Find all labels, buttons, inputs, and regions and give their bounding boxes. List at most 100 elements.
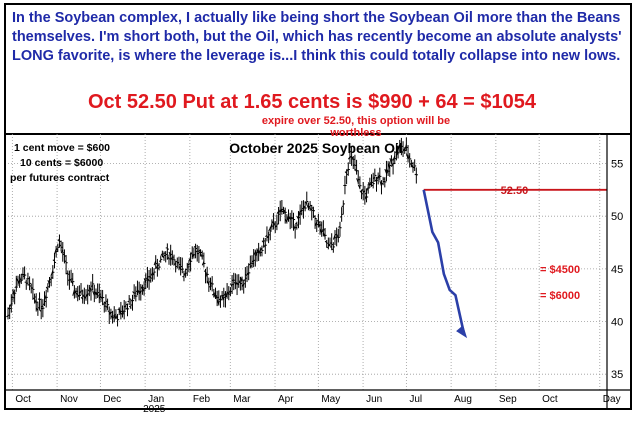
price-bar-open	[47, 280, 50, 285]
price-bar	[206, 277, 211, 292]
price-bar-open	[313, 215, 316, 218]
price-bar	[79, 283, 83, 295]
price-bar-open	[29, 285, 32, 287]
price-bar-open	[321, 229, 324, 232]
price-bar	[391, 158, 395, 175]
y-tick-label-4: 55	[611, 158, 623, 170]
price-bar	[74, 287, 78, 298]
price-bar-open	[148, 275, 152, 279]
price-bar	[75, 286, 80, 302]
price-bar-open	[107, 310, 110, 313]
price-bar-open	[37, 298, 40, 301]
price-bar-open	[64, 260, 67, 263]
price-bar	[354, 159, 359, 175]
price-bar-open	[253, 251, 256, 256]
price-bar	[341, 200, 345, 215]
price-bar-open	[241, 283, 245, 288]
price-bar	[377, 167, 382, 181]
price-bar	[21, 267, 25, 280]
price-bar	[339, 207, 344, 222]
price-bar	[27, 276, 32, 291]
price-bar-open	[401, 150, 404, 154]
price-bar-open	[281, 208, 284, 211]
x-tick-label-4: Feb	[193, 394, 211, 405]
price-bar-open	[276, 211, 279, 215]
price-bar	[64, 254, 68, 275]
price-bar	[205, 266, 209, 284]
price-bar	[143, 273, 148, 290]
price-bar-open	[278, 209, 281, 214]
strike-label: 52.50	[501, 185, 529, 197]
price-bar-open	[410, 164, 414, 169]
price-bar	[35, 301, 40, 316]
price-bar-open	[31, 287, 34, 290]
price-bar	[70, 272, 75, 287]
chart-frame: In the Soybean complex, I actually like …	[4, 3, 632, 410]
price-bar-open	[132, 291, 135, 294]
price-bar	[265, 226, 269, 242]
price-bar-open	[236, 282, 240, 285]
price-bar-open	[190, 251, 193, 255]
price-bar	[246, 263, 251, 281]
price-bar-open	[72, 289, 75, 296]
price-bar-open	[376, 176, 379, 180]
price-bar-open	[409, 163, 412, 165]
price-bar	[268, 226, 272, 241]
price-bar-open	[187, 263, 190, 266]
price-bar-open	[396, 151, 399, 156]
price-bar	[372, 168, 377, 182]
price-bar-open	[44, 295, 47, 300]
price-bar-open	[102, 303, 105, 306]
price-bar-open	[59, 244, 62, 247]
price-bar-open	[65, 272, 68, 275]
price-bar-open	[304, 201, 308, 205]
price-bar	[379, 180, 384, 195]
chart-title: October 2025 Soybean Oil	[229, 140, 403, 156]
price-bar	[188, 253, 193, 272]
price-bar-open	[332, 234, 336, 240]
price-bar	[383, 177, 387, 188]
price-bar	[381, 176, 385, 186]
price-bar	[291, 212, 296, 231]
price-bar	[90, 273, 95, 291]
price-bar-open	[261, 240, 264, 243]
price-bar	[231, 272, 236, 291]
price-bar	[132, 284, 136, 300]
price-bar	[374, 176, 379, 192]
price-bar-open	[367, 182, 371, 186]
y-tick-label-2: 45	[611, 264, 623, 276]
trade-headline: Oct 52.50 Put at 1.65 cents is $990 + 64…	[87, 91, 537, 113]
price-bar	[288, 212, 292, 230]
price-bar	[157, 262, 161, 271]
level-label-1: = $6000	[540, 290, 580, 302]
price-bar	[274, 214, 279, 231]
price-bar-open	[233, 281, 236, 284]
price-bar-open	[223, 293, 226, 296]
x-tick-label-2: Dec	[103, 394, 121, 405]
price-bar	[338, 221, 342, 237]
price-bar-open	[354, 168, 358, 172]
price-bar	[24, 279, 28, 290]
price-bar-open	[389, 158, 392, 163]
price-bar-open	[147, 278, 150, 282]
price-bar	[85, 284, 90, 305]
annotation-layer: 52.50 = $4500 = $6000	[422, 185, 607, 339]
price-bar-open	[206, 280, 210, 286]
price-bar	[329, 233, 334, 251]
price-bar	[52, 253, 57, 269]
price-bar-open	[387, 163, 391, 169]
price-bar-open	[188, 258, 192, 263]
price-bar-open	[274, 225, 278, 228]
x-tick-label-5: Mar	[233, 394, 251, 405]
price-bar-open	[266, 235, 269, 238]
price-bar-open	[314, 221, 318, 227]
price-bar	[331, 242, 335, 253]
price-bar-open	[35, 307, 39, 311]
price-bar	[155, 258, 159, 277]
price-bar-open	[185, 268, 188, 271]
price-bar-open	[243, 279, 246, 282]
price-bar-open	[230, 283, 233, 288]
price-bar-open	[301, 207, 304, 210]
price-bar	[324, 239, 329, 248]
